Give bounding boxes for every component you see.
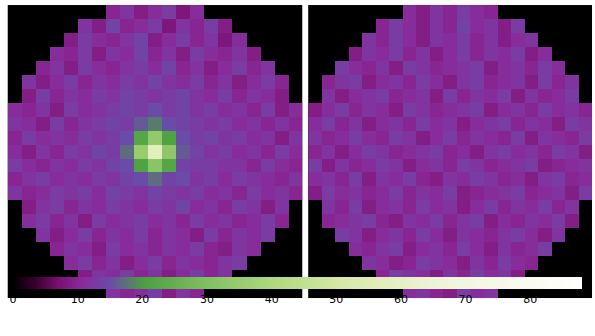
svg-text:10: 10 <box>71 293 85 306</box>
svg-text:20: 20 <box>135 293 149 306</box>
svg-text:80: 80 <box>523 293 537 306</box>
svg-text:0: 0 <box>10 293 17 306</box>
svg-text:30: 30 <box>200 293 214 306</box>
svg-text:40: 40 <box>265 293 279 306</box>
svg-text:70: 70 <box>459 293 473 306</box>
svg-text:60: 60 <box>394 293 408 306</box>
svg-text:50: 50 <box>329 293 343 306</box>
